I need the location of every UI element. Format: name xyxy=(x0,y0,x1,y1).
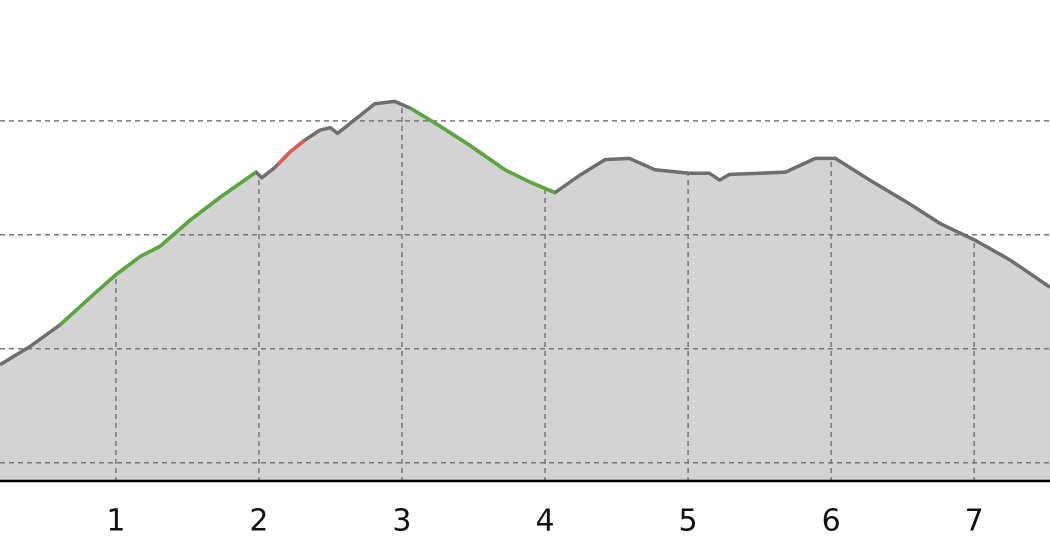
x-tick-label: 7 xyxy=(965,504,984,539)
x-tick-label: 6 xyxy=(822,504,841,539)
area-fill xyxy=(0,101,1050,482)
highlight-segment xyxy=(60,170,257,327)
x-tick-label: 1 xyxy=(106,504,125,539)
x-tick-label: 4 xyxy=(535,504,554,539)
x-tick-label: 5 xyxy=(679,504,698,539)
x-tick-label: 3 xyxy=(392,504,411,539)
x-tick-label: 2 xyxy=(249,504,268,539)
highlight-segment xyxy=(410,106,556,195)
